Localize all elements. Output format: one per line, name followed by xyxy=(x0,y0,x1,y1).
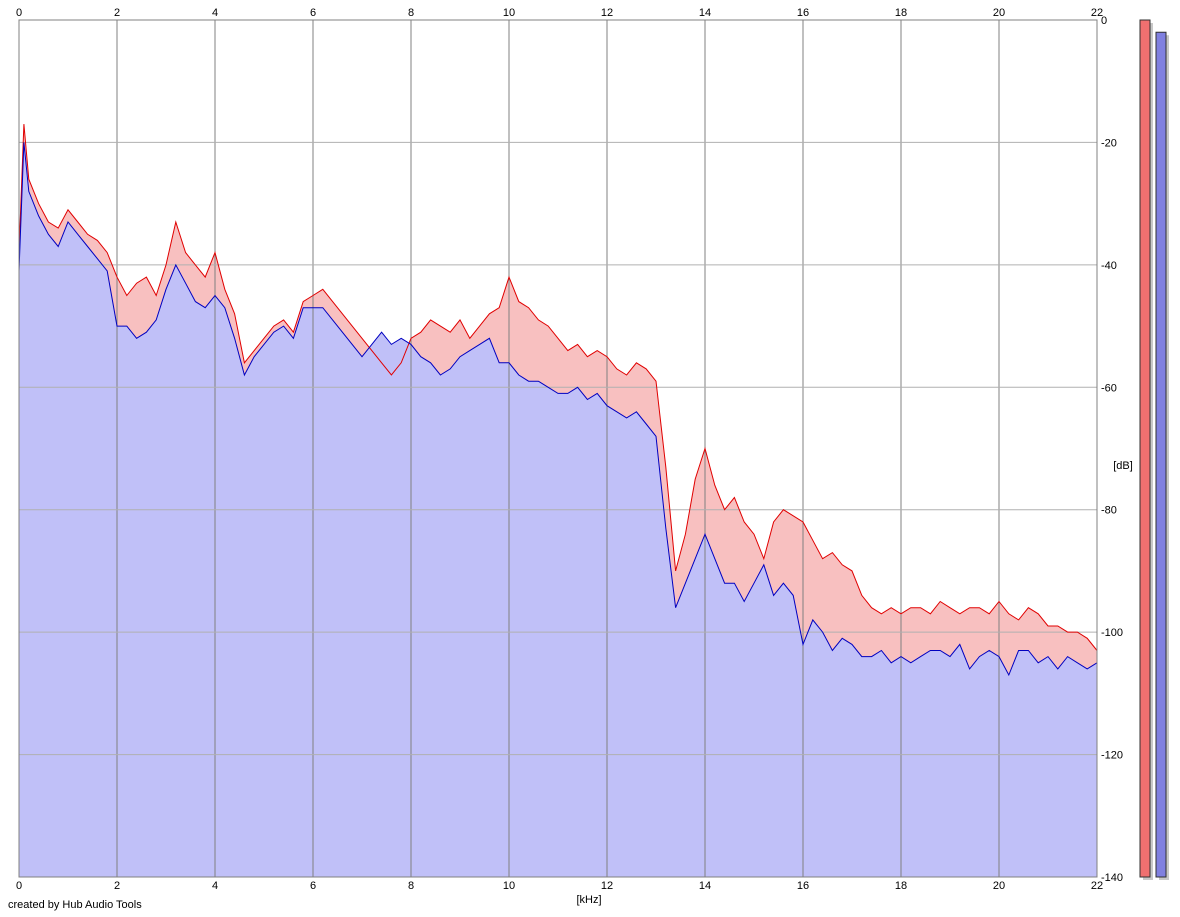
y-tick-label: -40 xyxy=(1101,260,1117,272)
x-tick-label: 12 xyxy=(601,7,613,19)
x-tick-label: 20 xyxy=(993,880,1005,892)
x-tick-label: 14 xyxy=(699,7,711,19)
x-tick-label: 8 xyxy=(408,7,414,19)
credit-text: created by Hub Audio Tools xyxy=(8,899,142,911)
y-tick-labels: 0 -20 -40 -60 -80 -100 -120 -140 xyxy=(1101,15,1123,884)
level-meter-1 xyxy=(1139,19,1151,878)
x-tick-label: 18 xyxy=(895,880,907,892)
x-tick-label: 22 xyxy=(1091,880,1103,892)
x-tick-label: 6 xyxy=(310,880,316,892)
x-tick-label: 8 xyxy=(408,880,414,892)
level-meters xyxy=(1139,19,1169,880)
level-meter-2 xyxy=(1155,31,1167,878)
series-1-line xyxy=(18,124,1098,651)
plot-frame xyxy=(18,19,1098,878)
x-tick-label: 0 xyxy=(16,7,22,19)
y-axis-label: [dB] xyxy=(1113,460,1133,472)
x-tick-labels-top: 0 2 4 6 8 10 12 14 16 18 20 22 xyxy=(16,7,1103,19)
y-tick-label: -60 xyxy=(1101,382,1117,394)
x-tick-label: 6 xyxy=(310,7,316,19)
x-tick-label: 0 xyxy=(16,880,22,892)
y-tick-label: -80 xyxy=(1101,505,1117,517)
x-tick-label: 20 xyxy=(993,7,1005,19)
x-tick-label: 2 xyxy=(114,880,120,892)
x-tick-label: 16 xyxy=(797,7,809,19)
y-tick-label: -100 xyxy=(1101,627,1123,639)
x-axis-label: [kHz] xyxy=(576,894,601,906)
x-tick-label: 2 xyxy=(114,7,120,19)
x-tick-label: 16 xyxy=(797,880,809,892)
y-tick-label: -20 xyxy=(1101,137,1117,149)
series-2-line xyxy=(18,142,1098,677)
y-tick-label: 0 xyxy=(1101,15,1107,27)
x-tick-label: 10 xyxy=(503,880,515,892)
y-tick-label: -140 xyxy=(1101,872,1123,884)
x-tick-label: 10 xyxy=(503,7,515,19)
x-tick-label: 18 xyxy=(895,7,907,19)
x-tick-label: 22 xyxy=(1091,7,1103,19)
x-tick-label: 4 xyxy=(212,880,218,892)
y-tick-label: -120 xyxy=(1101,750,1123,762)
x-tick-label: 4 xyxy=(212,7,218,19)
x-tick-label: 12 xyxy=(601,880,613,892)
x-tick-labels-bottom: 0 2 4 6 8 10 12 14 16 18 20 22 xyxy=(16,880,1103,892)
x-tick-label: 14 xyxy=(699,880,711,892)
series-lines xyxy=(18,124,1098,677)
